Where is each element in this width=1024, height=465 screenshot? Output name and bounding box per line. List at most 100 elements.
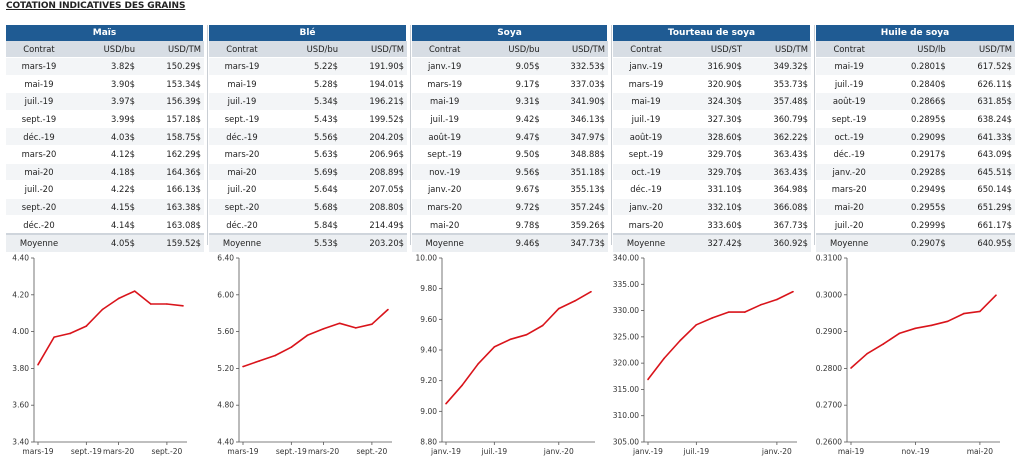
x-tick-label: mars-19 (227, 447, 258, 456)
table-cell: 9.56$ (477, 162, 543, 181)
table-cell: juil.-20 (6, 180, 72, 199)
column-header: USD/TM (948, 41, 1015, 58)
table-cell: 206.96$ (341, 144, 407, 164)
y-tick-label: 4.20 (12, 290, 29, 299)
y-tick-label: 310.00 (613, 411, 639, 420)
average-cell: Moyenne (412, 232, 478, 252)
table-cell: 9.47$ (477, 127, 543, 146)
table-cell: 4.15$ (72, 197, 138, 216)
y-tick-label: 4.00 (12, 327, 29, 336)
column-header: USD/ST (679, 41, 745, 58)
table-cell: 643.09$ (948, 144, 1015, 164)
data-point (663, 357, 665, 360)
table-header: Maïs (6, 25, 204, 41)
data-point (117, 297, 120, 300)
table-cell: 357.24$ (542, 197, 608, 216)
price-table: Contrat USD/ST USD/TM janv.-19 316.90$ 349.32… (613, 41, 811, 252)
table-cell: 3.99$ (72, 109, 138, 128)
data-point (166, 303, 168, 305)
table-cell: mai-19 (613, 92, 679, 111)
data-point (354, 327, 357, 329)
table-cell: 164.36$ (138, 162, 204, 181)
data-point (69, 332, 72, 335)
x-tick-label: mai-20 (967, 447, 993, 456)
x-tick-label: janv.-20 (543, 447, 574, 456)
table-cell: 5.69$ (275, 162, 341, 181)
page-title: COTATION INDICATIVES DES GRAINS (6, 1, 186, 11)
y-tick-label: 0.2800 (816, 364, 842, 373)
table-row: mai-19 324.30$ 357.48$ (613, 92, 811, 111)
y-tick-label: 5.60 (217, 327, 234, 336)
table-cell: août-19 (412, 127, 478, 146)
table-cell: 331.10$ (679, 180, 745, 199)
price-table-panel: Maïs Contrat USD/bu USD/TM mars-19 3.82$ 150.2… (6, 25, 204, 252)
table-cell: 163.38$ (138, 197, 204, 216)
column-header: USD/TM (745, 41, 811, 58)
data-point (590, 290, 592, 293)
data-point (776, 298, 778, 301)
table-cell: 351.18$ (542, 162, 608, 181)
y-tick-label: 4.40 (217, 438, 234, 447)
table-row: déc.-19 5.56$ 204.20$ (209, 127, 407, 146)
table-row: sept.-19 329.70$ 363.43$ (613, 144, 811, 164)
average-cell: Moyenne (613, 232, 679, 252)
table-cell: 150.29$ (138, 57, 204, 76)
y-tick-label: 3.60 (12, 401, 29, 410)
table-row: mars-19 9.17$ 337.03$ (412, 74, 608, 93)
table-cell: 364.98$ (745, 180, 811, 199)
table-row: déc.-19 0.2917$ 643.09$ (816, 144, 1015, 164)
table-row: déc.-20 4.14$ 163.08$ (6, 215, 204, 234)
table-cell: 316.90$ (679, 57, 745, 76)
table-cell: juil.-19 (412, 109, 478, 128)
table-row: mars-19 320.90$ 353.73$ (613, 74, 811, 93)
table-cell: 208.80$ (341, 197, 407, 216)
average-cell: 347.73$ (542, 232, 608, 252)
column-header: USD/bu (275, 41, 341, 58)
column-header: Contrat (816, 41, 883, 58)
table-cell: 363.43$ (745, 162, 811, 181)
table-row: nov.-19 9.56$ 351.18$ (412, 162, 608, 181)
table-cell: 367.73$ (745, 215, 811, 234)
data-point (101, 308, 104, 311)
table-cell: 5.84$ (275, 215, 341, 234)
average-cell: 9.46$ (477, 232, 543, 252)
average-cell: 5.53$ (275, 232, 341, 252)
table-cell: mars-19 (209, 57, 275, 76)
table-cell: juil.-19 (613, 109, 679, 128)
table-cell: 191.90$ (341, 57, 407, 76)
x-tick-label: sept.-19 (276, 447, 307, 456)
table-cell: 214.49$ (341, 215, 407, 234)
table-cell: 5.28$ (275, 74, 341, 93)
table-cell: 626.11$ (948, 74, 1015, 93)
data-point (445, 402, 447, 405)
table-cell: oct.-19 (816, 127, 883, 146)
data-point (647, 378, 649, 381)
data-point (85, 325, 88, 327)
table-cell: janv.-19 (412, 57, 478, 76)
column-header: USD/bu (72, 41, 138, 58)
column-header: Contrat (6, 41, 72, 58)
x-tick-label: sept.-19 (71, 447, 102, 456)
table-row: juil.-19 5.34$ 196.21$ (209, 92, 407, 111)
table-cell: 5.64$ (275, 180, 341, 199)
table-cell: 162.29$ (138, 144, 204, 164)
table-cell: 156.39$ (138, 92, 204, 111)
table-cell: sept.-19 (6, 109, 72, 128)
table-cell: mai-20 (209, 162, 275, 181)
series-line (37, 290, 184, 366)
table-cell: 347.97$ (542, 127, 608, 146)
table-cell: 9.67$ (477, 180, 543, 199)
table-cell: 332.53$ (542, 57, 608, 76)
y-tick-label: 4.80 (217, 401, 234, 410)
data-point (322, 328, 325, 330)
average-cell: 4.05$ (72, 232, 138, 252)
table-cell: nov.-19 (412, 162, 478, 181)
data-point (37, 363, 39, 366)
table-cell: 651.29$ (948, 197, 1015, 216)
table-row: sept.-20 4.15$ 163.38$ (6, 197, 204, 216)
table-row: sept.-20 5.68$ 208.80$ (209, 197, 407, 216)
line-chart: 0.2600 0.2700 0.2800 0.2900 0.3000 0.3100 mai-… (816, 254, 1000, 456)
data-point (743, 311, 746, 313)
series-line (445, 291, 592, 405)
table-cell: 357.48$ (745, 92, 811, 111)
